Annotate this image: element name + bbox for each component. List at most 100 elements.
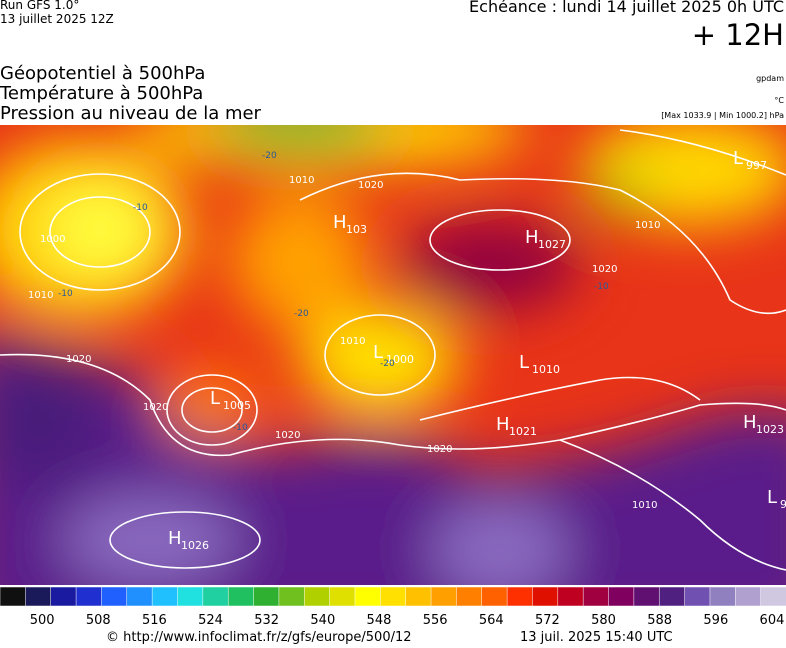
- isobar-label: 1010: [632, 500, 657, 511]
- colorbar-swatch: [75, 586, 103, 607]
- isobar-label: 1010: [28, 290, 53, 301]
- pressure-value: 1010: [532, 363, 560, 376]
- colorbar-swatch: [658, 586, 686, 607]
- colorbar-swatch: [481, 586, 508, 607]
- colorbar-tick-label: 548: [367, 613, 392, 628]
- field: Température à 500hPa: [0, 83, 204, 104]
- pressure-letter: L: [733, 148, 743, 169]
- colorbar-swatch: [405, 586, 432, 607]
- isobar-label: 1020: [358, 180, 383, 191]
- colorbar-swatch: [329, 586, 356, 607]
- pressure-letter: H: [525, 227, 539, 248]
- temperature-label: -10: [133, 203, 148, 213]
- pressure-letter: H: [168, 528, 182, 549]
- pressure-letter: H: [496, 414, 510, 435]
- colorbar-swatch: [456, 586, 483, 607]
- colorbar-swatch: [151, 586, 179, 607]
- field: Géopotentiel à 500hPa: [0, 63, 206, 84]
- pressure-letter: L: [210, 388, 220, 409]
- isobar-label: 1020: [66, 354, 91, 365]
- isobars: [0, 129, 786, 571]
- echeance: Echéance : lundi 14 juillet 2025 0h UTC: [469, 0, 784, 16]
- colorbar-tick-label: 572: [535, 613, 560, 628]
- isobar-label: 1010: [340, 336, 365, 347]
- temperature-label: -20: [262, 151, 277, 161]
- colorbar-swatch: [608, 586, 635, 607]
- pressure-letter: L: [767, 487, 777, 508]
- temperature-label: -10: [594, 282, 609, 292]
- colorbar-tick-label: 508: [86, 613, 111, 628]
- pressure-letter: L: [519, 352, 529, 373]
- colorbar-tick-label: 500: [30, 613, 55, 628]
- colorbar-swatch: [760, 586, 786, 607]
- pressure-letter: H: [743, 412, 757, 433]
- pressure-value: 997: [746, 159, 767, 172]
- isobar-label: 1000: [40, 234, 65, 245]
- colorbar-tick-label: 596: [703, 613, 728, 628]
- colorbar-swatch: [278, 586, 306, 607]
- colorbar-swatch: [177, 586, 204, 607]
- map-field: [0, 125, 786, 585]
- colorbar-swatch: [506, 586, 534, 607]
- colorbar-tick-label: 540: [310, 613, 335, 628]
- field: Pression au niveau de la mer: [0, 103, 261, 124]
- colorbar-swatch: [354, 586, 382, 607]
- colorbar-swatch: [126, 586, 153, 607]
- colorbar-tick-label: 604: [760, 613, 785, 628]
- colorbar-swatch: [582, 586, 610, 607]
- isobar-label: 1020: [427, 444, 452, 455]
- pressure-value: 9: [780, 498, 786, 511]
- footer-url: © http://www.infoclimat.fr/z/gfs/europe/…: [106, 630, 412, 645]
- pressure-value: 1021: [509, 425, 537, 438]
- run: Run GFS 1.0°: [0, 0, 80, 12]
- colorbar-swatch: [0, 586, 27, 607]
- temperature-label: -20: [294, 309, 309, 319]
- isobar-label: 1010: [635, 220, 660, 231]
- colorbar-swatch: [735, 586, 762, 607]
- colorbar-tick-label: 564: [479, 613, 504, 628]
- colorbar-tick-label: 588: [647, 613, 672, 628]
- colorbar-swatch: [684, 586, 711, 607]
- colorbar-swatch: [430, 586, 458, 607]
- colorbar-swatch: [709, 586, 737, 607]
- colorbar-swatch: [532, 586, 559, 607]
- temperature-label: -10: [233, 423, 248, 433]
- pressure-letter: L: [373, 342, 383, 363]
- footer-date: 13 juil. 2025 15:40 UTC: [520, 630, 673, 645]
- pressure-value: 1027: [538, 238, 566, 251]
- pressure-value: 1023: [756, 423, 784, 436]
- isobar-label: 1020: [275, 430, 300, 441]
- colorbar-swatch: [227, 586, 255, 607]
- pressure-value: 1000: [386, 353, 414, 366]
- colorbar-tick-label: 556: [423, 613, 448, 628]
- temperature-label: -10: [58, 289, 73, 299]
- unit: °C: [774, 96, 784, 105]
- colorbar-swatch: [304, 586, 331, 607]
- colorbar-swatch: [557, 586, 584, 607]
- colorbar-swatch: [253, 586, 280, 607]
- isobar-label: 1010: [289, 175, 314, 186]
- colorbar-tick-label: 516: [142, 613, 167, 628]
- isobar-label: 1020: [143, 402, 168, 413]
- colorbar-swatch: [633, 586, 660, 607]
- colorbar-tick-label: 532: [254, 613, 279, 628]
- colorbar-swatch: [380, 586, 407, 607]
- colorbar-tick-label: 580: [591, 613, 616, 628]
- run-date: 13 juillet 2025 12Z: [0, 12, 114, 26]
- colorbar-swatch: [101, 586, 128, 607]
- pressure-value: 1026: [181, 539, 209, 552]
- pressure-letter: H: [333, 212, 347, 233]
- pressure-value: 1005: [223, 399, 251, 412]
- colorbar-swatch: [202, 586, 229, 607]
- unit: gpdam: [756, 74, 784, 83]
- lead-time: + 12H: [691, 18, 784, 52]
- temperature-label: -20: [380, 359, 395, 369]
- unit: [Max 1033.9 | Min 1000.2] hPa: [661, 111, 784, 120]
- colorbar-swatch: [50, 586, 77, 607]
- colorbar-tick-label: 524: [198, 613, 223, 628]
- isobar-label: 1020: [592, 264, 617, 275]
- pressure-value: 103: [346, 223, 367, 236]
